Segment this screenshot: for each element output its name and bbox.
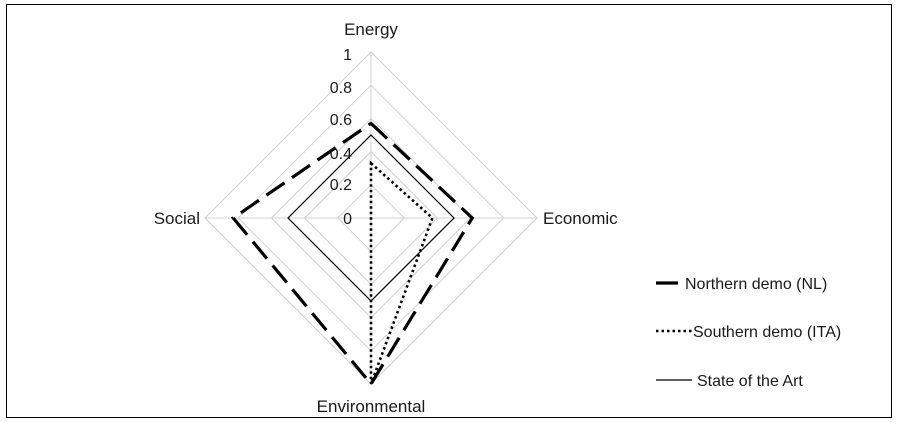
tick-label-0-2: 0.2 xyxy=(330,177,352,194)
axis-label-environmental: Environmental xyxy=(317,397,426,416)
axis-label-economic: Economic xyxy=(543,209,618,228)
legend-label-southern: Southern demo (ITA) xyxy=(693,324,841,341)
legend-label-northern: Northern demo (NL) xyxy=(685,276,827,293)
axis-label-social: Social xyxy=(154,209,200,228)
legend-label-state-of-art: State of the Art xyxy=(697,373,803,390)
series-line-northern-demo-nl xyxy=(233,123,472,384)
tick-label-0-4: 0.4 xyxy=(330,146,352,163)
legend: Northern demo (NL) Southern demo (ITA) S… xyxy=(656,276,841,390)
tick-label-0-6: 0.6 xyxy=(330,112,352,129)
tick-label-1: 1 xyxy=(343,47,352,64)
tick-label-0-8: 0.8 xyxy=(330,80,352,97)
series-line-southern-demo-ita xyxy=(371,163,432,384)
radar-series xyxy=(233,123,472,384)
tick-label-0: 0 xyxy=(343,211,352,228)
axis-label-energy: Energy xyxy=(344,20,398,39)
